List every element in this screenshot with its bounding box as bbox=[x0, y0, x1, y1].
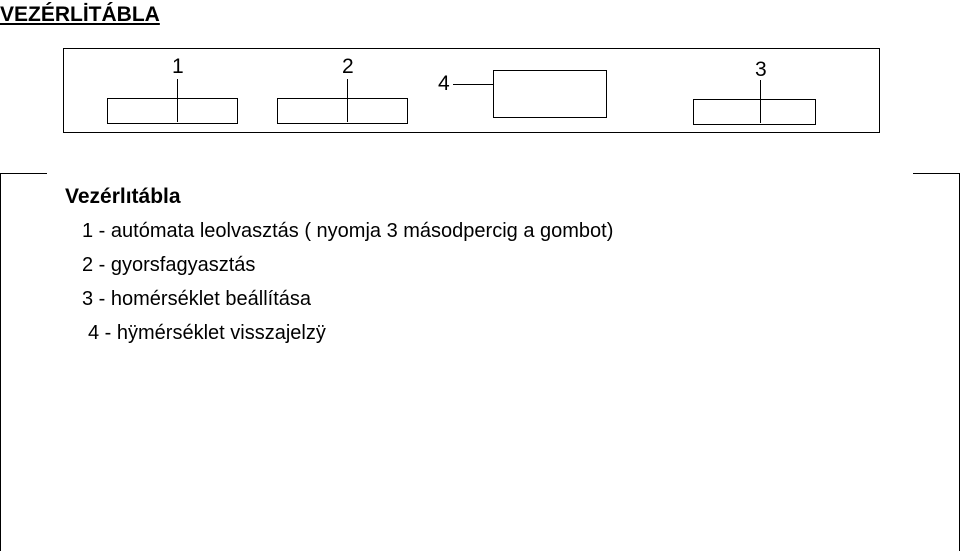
description-heading: Vezérlıtábla bbox=[65, 185, 181, 209]
control-box-2 bbox=[277, 98, 408, 124]
connector-4 bbox=[453, 84, 493, 85]
description-frame-left bbox=[0, 173, 47, 551]
connector-3 bbox=[760, 80, 761, 123]
panel-number-1: 1 bbox=[172, 55, 184, 79]
panel-number-3: 3 bbox=[755, 58, 767, 82]
control-box-1 bbox=[107, 98, 238, 124]
description-line-3: 3 - homérséklet beállítása bbox=[82, 288, 311, 311]
description-line-4: 4 - hÿmérséklet visszajelzÿ bbox=[88, 322, 326, 345]
page-title: VEZÉRLİTÁBLA bbox=[0, 3, 160, 27]
panel-number-4: 4 bbox=[438, 72, 450, 96]
connector-1 bbox=[177, 79, 178, 122]
control-box-3 bbox=[693, 99, 816, 125]
control-box-4 bbox=[493, 70, 607, 118]
panel-number-2: 2 bbox=[342, 55, 354, 79]
description-line-2: 2 - gyorsfagyasztás bbox=[82, 254, 255, 277]
description-frame-right bbox=[913, 173, 960, 551]
connector-2 bbox=[347, 79, 348, 122]
description-line-1: 1 - autómata leolvasztás ( nyomja 3 máso… bbox=[82, 220, 613, 243]
